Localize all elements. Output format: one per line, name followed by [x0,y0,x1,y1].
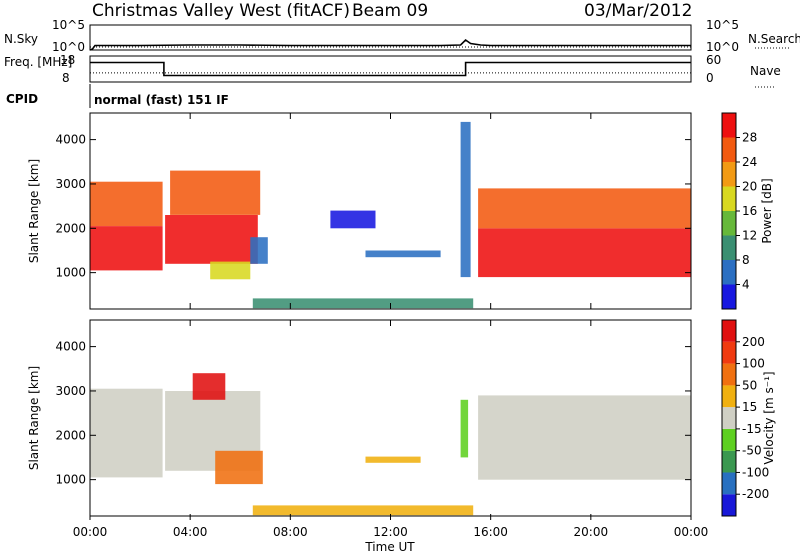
power-panel: 1000 2000 3000 4000 Slant Range [km] 4 8 12 16… [27,112,774,310]
time-tick-label-0: 00:00 [73,525,108,539]
velocity-colorbar-label-2: 50 [742,378,757,392]
velocity-colorbar-label-3: 15 [742,400,757,414]
velocity-colorbar-cell-8 [722,320,736,342]
velocity-colorbar-label-0: 200 [742,335,765,349]
frequency-panel: Freq. [MHz] Nave 18 8 60 0 [4,53,781,88]
power-colorbar-label-5: 24 [742,155,757,169]
freq-left-tick-top: 18 [60,53,75,67]
time-tick-label-1: 04:00 [173,525,208,539]
power-region-11 [252,298,474,309]
power-colorbar-label: Power [dB] [760,178,774,243]
velocity-colorbar-cell-3 [722,428,736,451]
frequency-series-0 [90,61,691,77]
noise-left-tick-top: 10^5 [52,18,85,32]
freq-left-label: Freq. [MHz] [4,55,72,69]
velocity-colorbar-cell-5 [722,385,736,408]
noise-right-tick-top: 10^5 [706,18,739,32]
velocity-region-2 [192,373,226,400]
power-ylabel: Slant Range [km] [27,159,41,263]
power-colorbar-cell-4 [722,186,736,211]
power-colorbar-label-2: 12 [742,229,757,243]
noise-right-tick-bottom: 10^0 [706,40,739,54]
velocity-colorbar-frame [721,319,737,517]
power-colorbar-label-1: 8 [742,253,750,267]
power-region-9 [478,228,691,278]
power-colorbar-label-0: 4 [742,278,750,292]
power-colorbar-label-6: 28 [742,131,757,145]
noise-series-0 [89,38,691,51]
velocity-region-4 [365,456,421,463]
power-ytick-label-0: 1000 [55,266,86,280]
velocity-region-5 [460,399,469,458]
site-title: Christmas Valley West (fitACF) [92,1,350,21]
velocity-colorbar-cell-4 [722,407,736,429]
velocity-colorbar-cell-1 [722,472,736,495]
power-region-7 [365,250,441,258]
velocity-region-7 [252,505,474,516]
time-tick-label-5: 20:00 [574,525,609,539]
freq-right-tick-top: 60 [706,53,721,67]
time-tick-label-2: 08:00 [273,525,308,539]
time-tick-label-6: 00:00 [674,525,709,539]
power-colorbar-cell-3 [722,211,736,236]
date-label: 03/Mar/2012 [584,1,692,21]
velocity-region-3 [215,450,263,485]
freq-right-tick-bottom: 0 [706,71,714,85]
power-region-2 [165,215,258,264]
velocity-colorbar-cell-6 [722,363,736,386]
velocity-colorbar-cell-2 [722,450,736,473]
time-tick-label-4: 16:00 [473,525,508,539]
velocity-ytick-label-3: 4000 [55,340,86,354]
power-ytick-label-1: 2000 [55,221,86,235]
velocity-colorbar-label: Velocity [m s⁻¹] [762,371,776,464]
power-region-5 [250,237,268,264]
power-colorbar-label-4: 20 [742,180,757,194]
velocity-ytick-label-0: 1000 [55,473,86,487]
freq-right-label: Nave [750,64,781,78]
velocity-colorbar-label-1: 100 [742,357,765,371]
velocity-ytick-label-1: 2000 [55,428,86,442]
beam-label: Beam 09 [352,1,428,21]
power-colorbar-cell-7 [722,113,736,138]
power-colorbar-cell-6 [722,137,736,162]
power-colorbar-cell-0 [722,284,736,309]
noise-left-tick-bottom: 10^0 [52,40,85,54]
power-region-8 [460,121,471,278]
velocity-region-0 [90,388,163,478]
velocity-colorbar-label-5: -50 [742,444,762,458]
velocity-region-6 [478,395,691,480]
freq-left-tick-bottom: 8 [62,71,70,85]
velocity-colorbar-label-7: -200 [742,487,769,501]
cpid-label: CPID [6,92,38,106]
cpid-row: CPID normal (fast) 151 IF [6,84,229,108]
power-colorbar-cell-5 [722,162,736,187]
power-colorbar-label-3: 16 [742,204,757,218]
power-region-6 [330,210,376,229]
time-axis: 00:00 04:00 08:00 12:00 16:00 20:00 00:00 [73,113,709,539]
power-ytick-label-3: 4000 [55,133,86,147]
power-ytick-label-2: 3000 [55,177,86,191]
noise-right-label: N.Search [748,32,800,46]
power-region-4 [210,261,251,280]
velocity-panel: 1000 2000 3000 4000 Slant Range [km] 200 100… [27,319,776,517]
time-tick-label-3: 12:00 [373,525,408,539]
power-colorbar-cell-2 [722,235,736,260]
velocity-ylabel: Slant Range [km] [27,366,41,470]
noise-panel: N.Sky N.Search 10^5 10^0 10^5 10^0 [4,18,800,54]
velocity-colorbar-label-6: -100 [742,465,769,479]
power-region-0 [90,226,163,271]
velocity-colorbar-cell-7 [722,341,736,364]
velocity-ytick-label-2: 3000 [55,384,86,398]
velocity-colorbar-label-4: -15 [742,422,762,436]
time-axis-label: Time UT [364,540,415,554]
noise-left-label: N.Sky [4,32,38,46]
power-region-10 [478,188,691,229]
power-region-3 [170,170,261,215]
velocity-colorbar-cell-0 [722,494,736,516]
power-region-1 [90,181,163,226]
cpid-text: normal (fast) 151 IF [94,93,229,107]
power-colorbar-cell-1 [722,260,736,285]
